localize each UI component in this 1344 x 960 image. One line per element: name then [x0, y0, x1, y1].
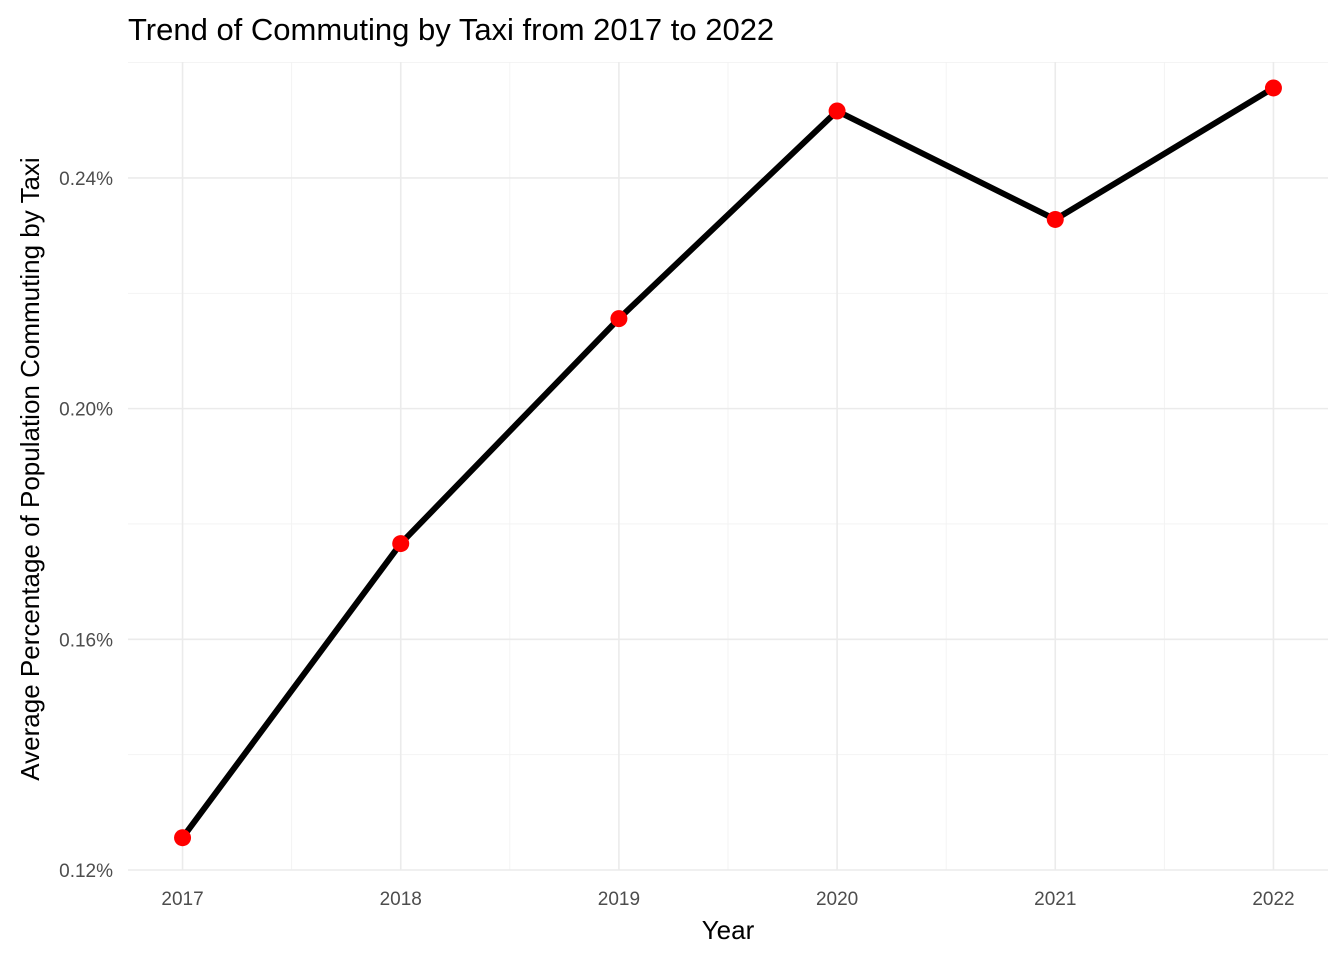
x-tick-label: 2020 — [816, 889, 858, 910]
x-axis-ticks: 2017 2018 2019 2020 2021 2022 — [161, 889, 1294, 910]
x-tick-label: 2019 — [598, 889, 640, 910]
data-point — [610, 310, 628, 328]
y-tick-label: 0.16% — [59, 630, 113, 651]
y-axis-ticks: 0.12% 0.16% 0.20% 0.24% — [59, 169, 113, 882]
data-point — [828, 102, 846, 120]
data-point — [1264, 79, 1282, 97]
x-tick-label: 2018 — [380, 889, 422, 910]
data-point — [1046, 210, 1064, 228]
data-point — [392, 535, 410, 553]
major-gridlines — [128, 62, 1328, 871]
y-axis-title: Average Percentage of Population Commuti… — [15, 157, 45, 780]
y-tick-label: 0.24% — [59, 169, 113, 190]
series-layer — [180, 85, 1275, 840]
chart-title: Trend of Commuting by Taxi from 2017 to … — [128, 12, 774, 47]
y-tick-label: 0.20% — [59, 400, 113, 421]
y-tick-label: 0.12% — [59, 861, 113, 882]
x-tick-label: 2021 — [1034, 889, 1076, 910]
series-line — [180, 85, 1275, 840]
x-tick-label: 2022 — [1252, 889, 1294, 910]
x-tick-label: 2017 — [161, 889, 203, 910]
minor-gridlines — [128, 62, 1328, 870]
points-layer — [174, 79, 1282, 847]
data-point — [174, 829, 192, 847]
x-axis-title: Year — [702, 915, 755, 945]
